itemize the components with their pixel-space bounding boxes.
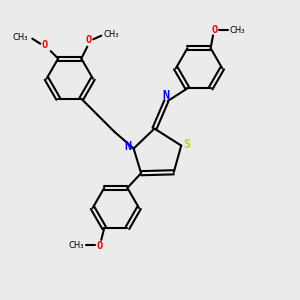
Text: O: O bbox=[97, 241, 103, 251]
Text: CH₃: CH₃ bbox=[230, 26, 245, 34]
Text: O: O bbox=[42, 40, 48, 50]
Text: CH₃: CH₃ bbox=[69, 242, 84, 250]
Text: CH₃: CH₃ bbox=[13, 33, 28, 42]
Text: N: N bbox=[162, 89, 169, 102]
Text: CH₃: CH₃ bbox=[103, 30, 119, 39]
Text: N: N bbox=[125, 140, 132, 153]
Text: O: O bbox=[211, 25, 217, 35]
Text: S: S bbox=[184, 138, 191, 151]
Text: O: O bbox=[85, 35, 92, 45]
